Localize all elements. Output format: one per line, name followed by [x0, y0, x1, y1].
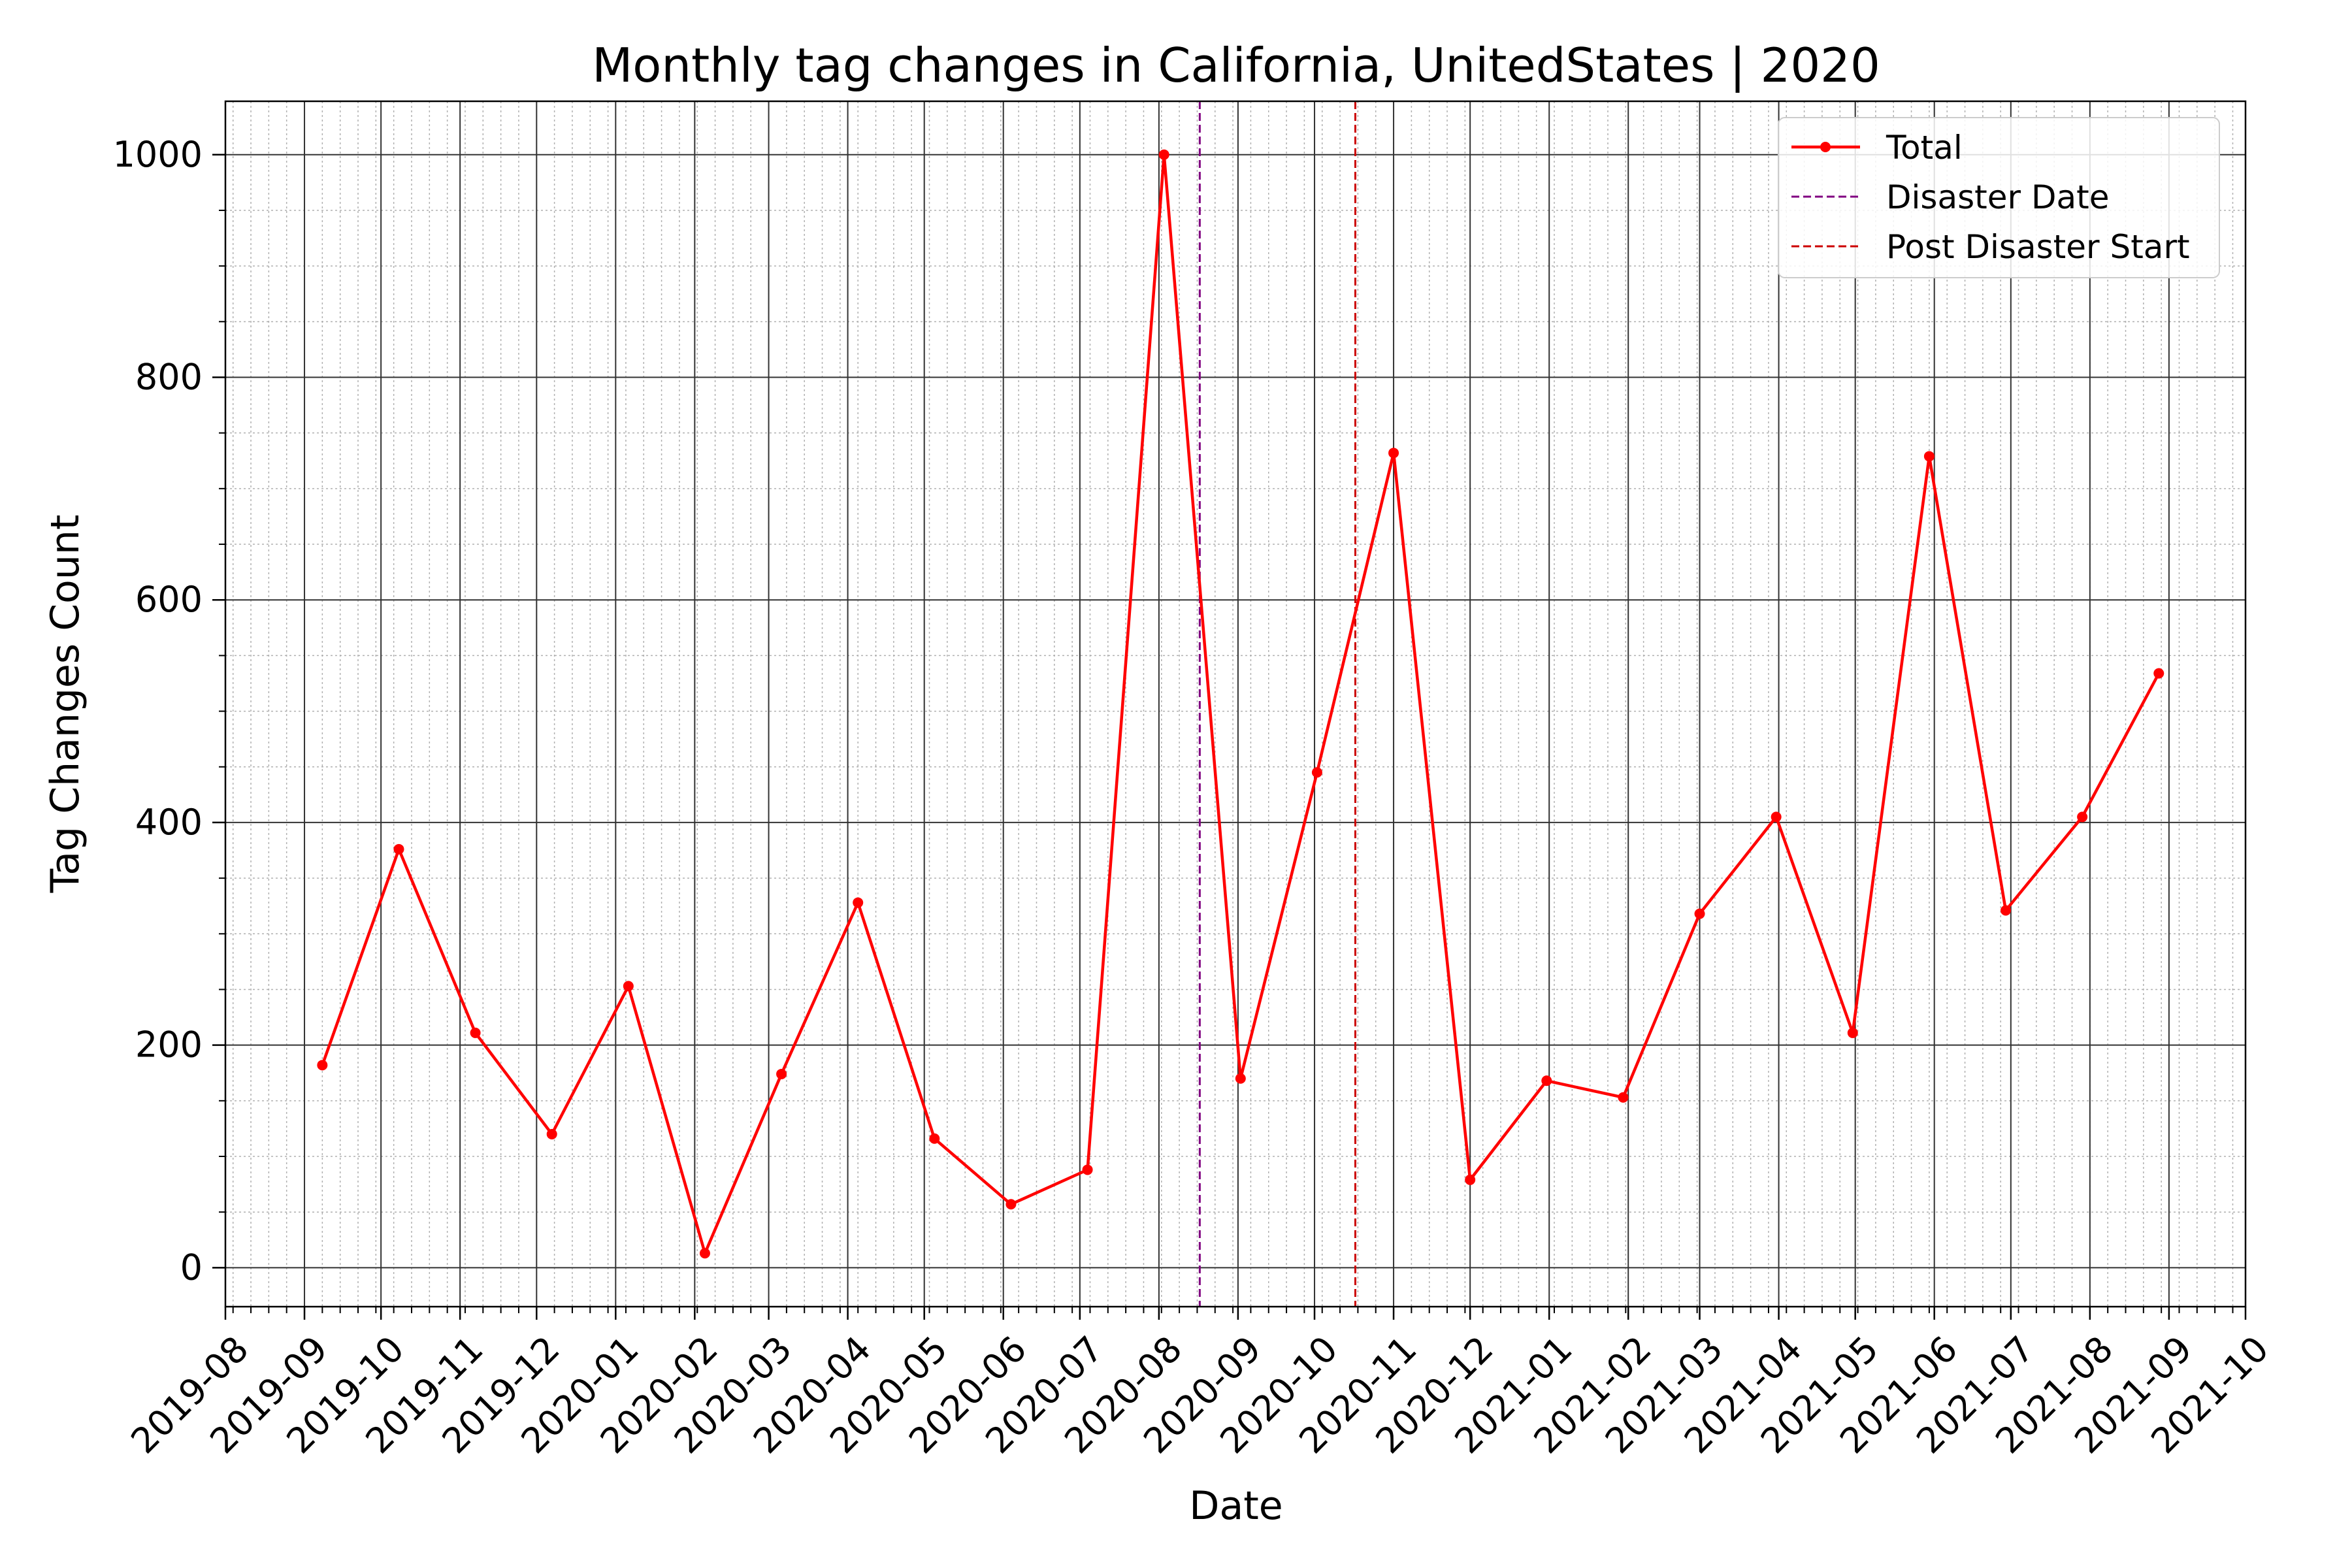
y-tick-label: 400 — [135, 802, 203, 843]
chart-title: Monthly tag changes in California, Unite… — [592, 38, 1880, 93]
data-point — [1388, 448, 1399, 459]
series-total — [317, 149, 2164, 1259]
data-point — [2077, 811, 2088, 823]
data-point — [1235, 1073, 1246, 1084]
data-point — [1847, 1027, 1858, 1038]
legend: Total Disaster Date Post Disaster Start — [1778, 117, 2220, 278]
data-point — [1618, 1092, 1629, 1103]
x-axis-title: Date — [1189, 1483, 1282, 1529]
legend-label: Disaster Date — [1886, 178, 2109, 216]
reference-lines — [1198, 101, 1356, 1307]
data-point — [393, 843, 404, 855]
legend-marker — [1820, 142, 1831, 152]
data-point — [1005, 1199, 1017, 1210]
legend-label: Total — [1886, 129, 1963, 167]
legend-label: Post Disaster Start — [1886, 228, 2190, 266]
data-point — [2001, 905, 2012, 916]
data-point — [1082, 1164, 1093, 1175]
minor-grid — [225, 101, 2246, 1307]
axis-ticks — [212, 154, 2247, 1320]
legend-box — [1778, 117, 2220, 278]
data-point — [929, 1133, 940, 1144]
data-point — [776, 1068, 787, 1079]
data-point — [623, 981, 634, 992]
data-point — [1465, 1174, 1476, 1185]
y-tick-labels: 0 200 400 600 800 1000 — [113, 134, 203, 1288]
y-tick-label: 800 — [135, 356, 203, 397]
data-point — [546, 1128, 557, 1139]
data-point — [317, 1060, 328, 1071]
y-tick-label: 0 — [180, 1247, 203, 1288]
y-tick-label: 200 — [135, 1024, 203, 1066]
data-point — [1311, 767, 1322, 778]
data-point — [1694, 908, 1705, 919]
data-point — [1158, 149, 1169, 160]
data-point — [470, 1027, 481, 1038]
data-point — [699, 1248, 710, 1259]
data-point — [853, 897, 864, 908]
y-axis-title: Tag Changes Count — [42, 515, 88, 894]
y-tick-label: 600 — [135, 579, 203, 620]
plot-frame — [224, 100, 2247, 1308]
data-point — [2153, 668, 2164, 679]
data-point — [1541, 1075, 1552, 1086]
y-tick-label: 1000 — [113, 134, 203, 175]
data-point — [1771, 811, 1782, 823]
data-point — [1923, 451, 1935, 462]
